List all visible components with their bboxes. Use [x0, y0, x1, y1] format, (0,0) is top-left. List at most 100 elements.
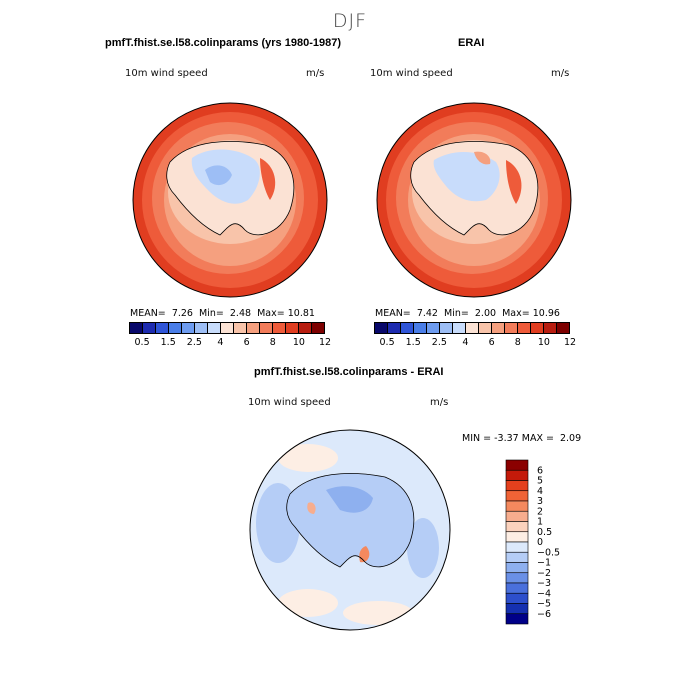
colorbar-tick-label: −1 [537, 558, 551, 569]
map-patch-pos [278, 589, 338, 617]
colorbar-tick-label: 0 [537, 537, 543, 548]
colorbar-swatch [505, 500, 529, 512]
map-interior-neg [326, 486, 373, 513]
map-interior-pos [307, 502, 316, 514]
map-interior-lower [205, 165, 232, 186]
colorbar-swatch [169, 323, 182, 333]
colorbar-tick-label: 6 [243, 337, 250, 348]
colorbar-tick-label: 6 [537, 465, 543, 476]
colorbar-tick-label: 6 [488, 337, 495, 348]
colorbar-tick-label: 1.5 [160, 337, 176, 348]
mean-value: 7.26 [171, 308, 193, 319]
map-patch-pos [343, 601, 413, 625]
colorbar-swatch [505, 551, 529, 563]
panel-diff-variable: 10m wind speed [248, 397, 331, 408]
panel-model-variable: 10m wind speed [125, 68, 208, 79]
map-continent-fill [286, 473, 414, 567]
colorbar-swatches [129, 322, 325, 334]
colorbar-swatch [466, 323, 479, 333]
colorbar-swatch [557, 323, 569, 333]
min-value: 2.00 [474, 308, 497, 319]
panel-erai-header: ERAI [458, 37, 485, 49]
colorbar-swatch [234, 323, 247, 333]
colorbar-swatch [505, 480, 529, 492]
min-label: MIN = [462, 433, 492, 444]
colorbar-tick-label: 10 [292, 337, 305, 348]
map-patch-pos [278, 444, 338, 472]
colorbar-tick-label: 0.5 [134, 337, 150, 348]
colorbar-swatches [374, 322, 570, 334]
colorbar-swatch [505, 531, 529, 543]
colorbar-swatch [505, 592, 529, 604]
colorbar-swatch [143, 323, 156, 333]
colorbar-tick-label: −3 [537, 578, 551, 589]
colorbar-swatch [505, 572, 529, 584]
colorbar-swatch [505, 490, 529, 502]
colorbar-swatch [505, 582, 529, 594]
colorbar-swatch [479, 323, 492, 333]
map-patch-neg [407, 518, 439, 578]
colorbar-swatch [505, 459, 529, 471]
mean-label: MEAN= [375, 308, 411, 319]
colorbar-tick-label: 5 [537, 476, 543, 487]
panel-diff-map [249, 429, 451, 631]
colorbar-swatch [260, 323, 273, 333]
map-border [376, 102, 572, 298]
colorbar-swatch [312, 323, 324, 333]
mean-value: 7.42 [416, 308, 438, 319]
colorbar-swatch [273, 323, 286, 333]
colorbar-swatch [505, 521, 529, 533]
min-value: 2.48 [229, 308, 252, 319]
map-border [249, 429, 451, 631]
map-coastline [286, 473, 415, 568]
colorbar-tick-label: 2.5 [431, 337, 447, 348]
colorbar-tick-label: 2.5 [186, 337, 202, 348]
panel-model-units: m/s [306, 68, 325, 79]
min-label: Min= [444, 308, 469, 319]
colorbar-tick-label: 12 [318, 337, 332, 348]
colorbar-tick-label: 4 [462, 337, 469, 348]
max-label: Max= [502, 308, 530, 319]
panel-model-header: pmfT.fhist.se.l58.colinparams (yrs 1980-… [105, 37, 341, 49]
colorbar-swatch [286, 323, 299, 333]
colorbar-swatch [453, 323, 466, 333]
max-value: 10.96 [532, 308, 560, 319]
colorbar-tick-labels: 0.5 1.5 2.5 4 6 8 10 12 [374, 334, 577, 348]
map-coastline [166, 141, 295, 236]
panel-diff-colorbar: 6 5 4 3 2 1 0.5 0 −0.5 −1 −2 −3 −4 −5 −6 [505, 458, 585, 630]
colorbar-swatch [401, 323, 414, 333]
panel-erai-variable: 10m wind speed [370, 68, 453, 79]
colorbar-swatch [414, 323, 427, 333]
panel-erai-map [376, 102, 572, 298]
colorbar-swatch [440, 323, 453, 333]
min-value: -3.37 [494, 433, 519, 444]
panel-model-map [132, 102, 328, 298]
colorbar-swatch [544, 323, 557, 333]
colorbar-swatch [531, 323, 544, 333]
colorbar-tick-label: 3 [537, 496, 543, 507]
colorbar-swatch [247, 323, 260, 333]
colorbar-swatch [182, 323, 195, 333]
colorbar-swatch [505, 562, 529, 574]
panel-erai-units: m/s [551, 68, 570, 79]
map-coastline [410, 141, 539, 236]
colorbar-tick-label: 1 [537, 517, 543, 528]
colorbar-tick-label: −4 [537, 588, 551, 599]
colorbar-swatch [221, 323, 234, 333]
colorbar-tick-label: −0.5 [537, 547, 560, 558]
panel-model-stats: MEAN= 7.26 Min= 2.48 Max= 10.81 [130, 308, 315, 319]
colorbar-swatch [505, 603, 529, 615]
max-value: 2.09 [559, 433, 582, 444]
colorbar-tick-label: 12 [563, 337, 577, 348]
panel-diff-header: pmfT.fhist.se.l58.colinparams - ERAI [254, 366, 444, 378]
map-interior-high [474, 151, 491, 165]
colorbar-swatch [427, 323, 440, 333]
colorbar-tick-labels: 0.5 1.5 2.5 4 6 8 10 12 [129, 334, 332, 348]
colorbar-swatch [208, 323, 221, 333]
colorbar-swatch [492, 323, 505, 333]
colorbar-tick-label: −5 [537, 599, 551, 610]
min-label: Min= [199, 308, 224, 319]
panel-erai-stats: MEAN= 7.42 Min= 2.00 Max= 10.96 [375, 308, 560, 319]
colorbar-swatch [505, 541, 529, 553]
